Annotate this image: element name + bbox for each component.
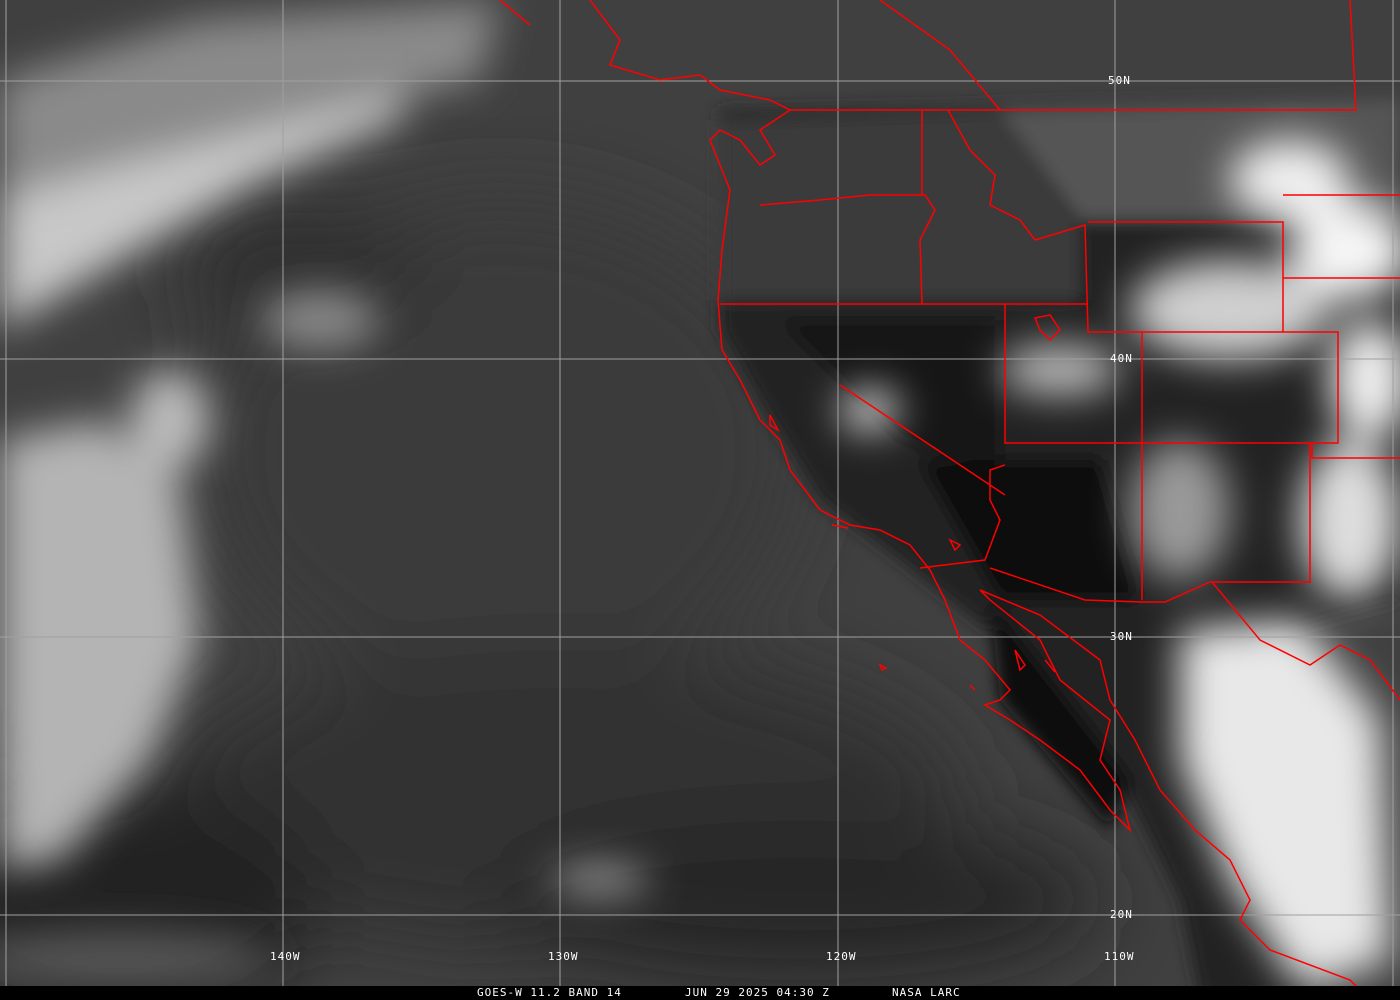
latitude-label-40n: 40N: [1110, 352, 1133, 365]
latitude-label-50n: 50N: [1108, 74, 1131, 87]
longitude-label-130w: 130W: [548, 950, 579, 963]
coastline: [499, 0, 1371, 1000]
source-label: NASA LARC: [892, 986, 961, 999]
state-borders: [720, 109, 1400, 701]
longitude-label-110w: 110W: [1104, 950, 1135, 963]
islands: [769, 314, 1061, 691]
us-canada-border: [790, 0, 1357, 111]
canada-border-bc-ab: [879, 0, 1001, 111]
political-borders: [499, 0, 1400, 1000]
latitude-label-30n: 30N: [1110, 630, 1133, 643]
datetime-label: JUN 29 2025 04:30 Z: [685, 986, 830, 999]
image-caption-bar: GOES-W 11.2 BAND 14 JUN 29 2025 04:30 Z …: [0, 986, 1400, 1000]
product-label: GOES-W 11.2 BAND 14: [477, 986, 622, 999]
latitude-label-20n: 20N: [1110, 908, 1133, 921]
longitude-label-140w: 140W: [270, 950, 301, 963]
longitude-label-120w: 120W: [826, 950, 857, 963]
